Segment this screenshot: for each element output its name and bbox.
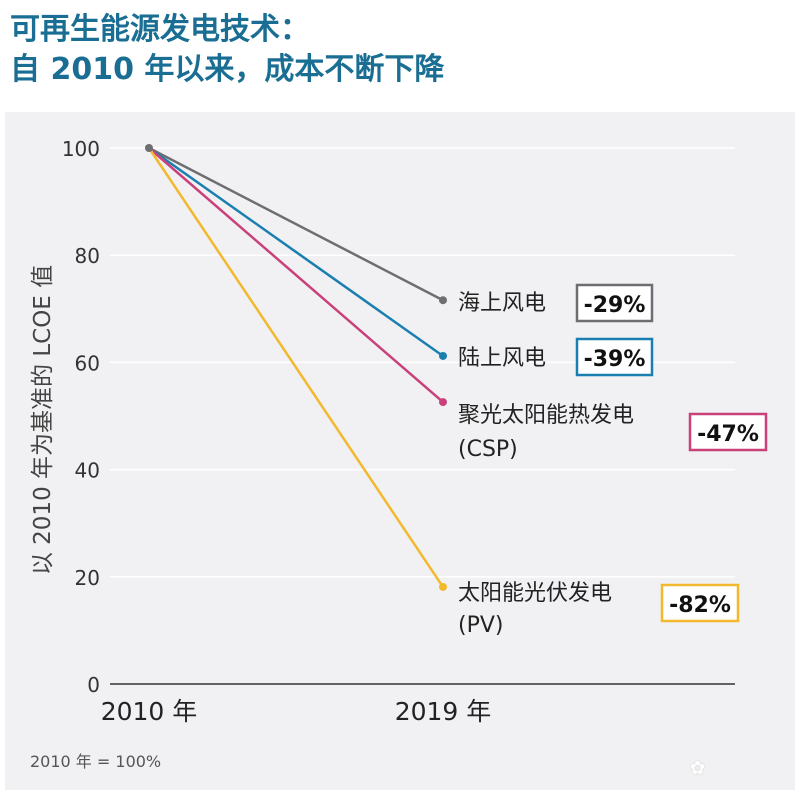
series-line-3 [147, 147, 445, 588]
change-box-0 [575, 283, 654, 323]
change-value-1: -39% [584, 347, 646, 372]
y-axis-label: 以 2010 年为基准的 LCOE 值 [30, 265, 56, 575]
watermark-logo: ✿ [690, 758, 706, 779]
series-label-2: (CSP) [458, 437, 518, 462]
y-tick-label: 100 [62, 137, 100, 161]
series-endpoint-1 [439, 351, 447, 360]
series-label-3: (PV) [458, 613, 503, 638]
series-line-2 [148, 147, 444, 404]
title-line-1: 可再生能源发电技术： [10, 12, 310, 47]
chart-title: 可再生能源发电技术： 自 2010 年以来，成本不断下降 [10, 10, 444, 90]
change-value-2: -47% [697, 422, 759, 447]
series-endpoint-0 [439, 296, 447, 305]
y-tick-label: 20 [75, 566, 100, 590]
y-tick-label: 60 [75, 351, 100, 375]
x-tick-label: 2010 年 [101, 697, 198, 726]
y-tick-label: 40 [75, 459, 100, 483]
series-label-1: 陆上风电 [458, 346, 546, 371]
y-tick-label: 0 [87, 673, 100, 697]
change-value-3: -82% [669, 593, 731, 618]
title-line-2: 自 2010 年以来，成本不断下降 [10, 52, 445, 87]
change-box-2 [688, 412, 768, 452]
series-label-0: 海上风电 [458, 291, 546, 316]
chart-panel [5, 112, 795, 790]
footnote: 2010 年 = 100% [30, 752, 162, 771]
start-point [145, 144, 153, 152]
change-box-3 [660, 583, 740, 623]
series-line-1 [148, 146, 444, 357]
x-tick-label: 2019 年 [395, 697, 492, 726]
series-line-0 [148, 146, 444, 302]
y-tick-label: 80 [75, 244, 100, 268]
series-label-3: 太阳能光伏发电 [458, 581, 612, 606]
series-endpoint-2 [439, 398, 447, 407]
change-value-0: -29% [584, 293, 646, 318]
series-endpoint-3 [439, 582, 447, 591]
change-box-1 [575, 337, 654, 377]
series-label-2: 聚光太阳能热发电 [458, 403, 634, 428]
